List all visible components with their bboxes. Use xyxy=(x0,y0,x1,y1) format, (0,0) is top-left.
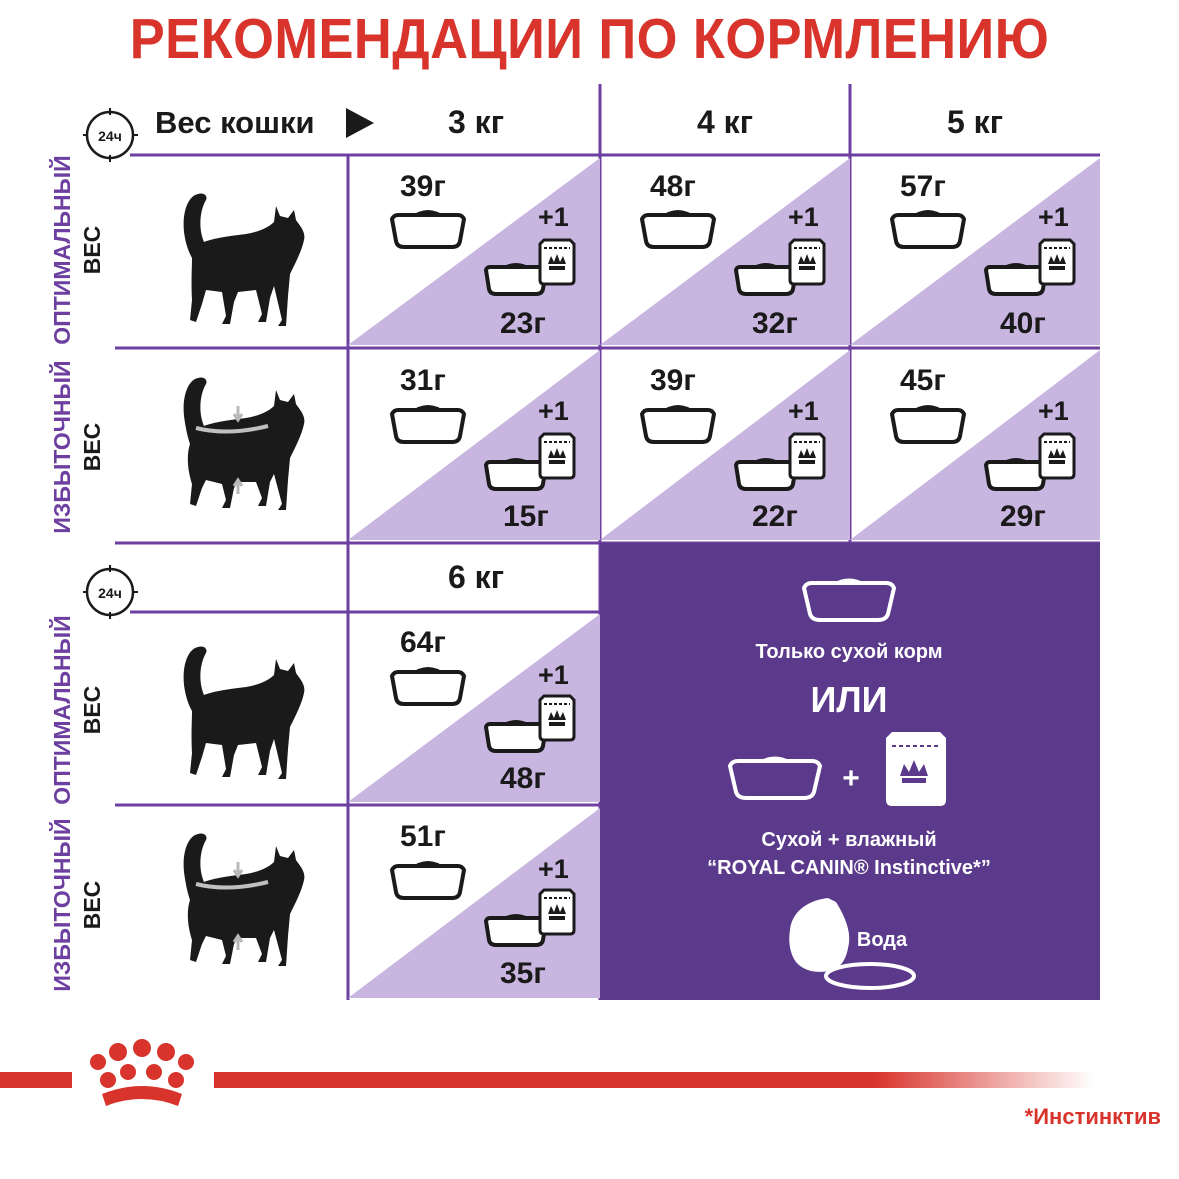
mixed-feeding-triangles xyxy=(348,158,1100,998)
cell-optimal-5kg: 57г +1 40г xyxy=(890,170,1076,340)
legend-pouch-icon xyxy=(886,732,946,806)
plus-one: +1 xyxy=(538,854,569,884)
svg-text:ИЗБЫТОЧНЫЙ: ИЗБЫТОЧНЫЙ xyxy=(48,818,75,991)
plus-one: +1 xyxy=(1038,396,1069,426)
dry-bowl-icon xyxy=(390,665,466,706)
plus-one: +1 xyxy=(538,660,569,690)
wet-pouch-icon xyxy=(1038,432,1076,480)
cell-optimal-3kg: 39г +1 23г xyxy=(390,170,576,340)
dry-bowl-icon xyxy=(390,859,466,900)
mixed-dry-amount: 32г xyxy=(752,307,798,340)
wet-pouch-icon xyxy=(1038,238,1076,286)
cat-optimal-icon xyxy=(183,646,305,779)
dry-bowl-icon xyxy=(390,403,466,444)
dry-bowl-small-icon xyxy=(484,912,548,947)
dry-bowl-icon xyxy=(890,208,966,249)
cell-excess-3kg: 31г +1 15г xyxy=(390,364,576,533)
plus-one: +1 xyxy=(538,396,569,426)
clock-label: 24ч xyxy=(98,128,122,144)
svg-text:ВЕС: ВЕС xyxy=(79,686,105,735)
dry-bowl-small-icon xyxy=(484,456,548,491)
dry-bowl-small-icon xyxy=(734,261,798,296)
mixed-dry-amount: 48г xyxy=(500,762,546,795)
weight-label: Вес кошки xyxy=(155,105,315,140)
water-bowl-icon xyxy=(789,898,916,990)
dry-only-amount: 57г xyxy=(900,170,946,203)
cell-excess-6kg: 51г +1 35г xyxy=(390,820,576,990)
row-label-optimal: ОПТИМАЛЬНЫЙ ВЕС xyxy=(48,615,105,804)
dry-bowl-icon xyxy=(890,403,966,444)
wet-pouch-icon xyxy=(788,238,826,286)
svg-text:ВЕС: ВЕС xyxy=(79,881,105,930)
dry-bowl-icon xyxy=(640,208,716,249)
legend-dry-only: Только сухой корм xyxy=(755,641,942,663)
dry-only-amount: 39г xyxy=(400,170,446,203)
mixed-dry-amount: 40г xyxy=(1000,307,1046,340)
clock-icon-bottom: 24ч xyxy=(83,565,138,619)
weight-header-4kg: 4 кг xyxy=(697,104,753,140)
legend-plus: + xyxy=(842,762,860,795)
wet-pouch-icon xyxy=(538,238,576,286)
dry-bowl-small-icon xyxy=(984,261,1048,296)
clock-icon-top: 24ч xyxy=(83,108,138,162)
page-title: РЕКОМЕНДАЦИИ ПО КОРМЛЕНИЮ xyxy=(129,7,1050,71)
dry-bowl-small-icon xyxy=(484,718,548,753)
legend-dry-bowl-icon xyxy=(801,578,897,622)
cell-optimal-4kg: 48г +1 32г xyxy=(640,170,826,340)
dry-bowl-icon xyxy=(390,208,466,249)
plus-one: +1 xyxy=(538,202,569,232)
row-label-optimal: ОПТИМАЛЬНЫЙ ВЕС xyxy=(48,155,105,344)
weight-header-3kg: 3 кг xyxy=(448,104,504,140)
dry-only-amount: 64г xyxy=(400,626,446,659)
svg-text:ОПТИМАЛЬНЫЙ: ОПТИМАЛЬНЫЙ xyxy=(48,615,75,804)
footnote: *Инстинктив xyxy=(1024,1104,1161,1129)
dry-only-amount: 48г xyxy=(650,170,696,203)
weight-header-5kg: 5 кг xyxy=(947,104,1003,140)
svg-text:ИЗБЫТОЧНЫЙ: ИЗБЫТОЧНЫЙ xyxy=(48,360,75,533)
footer-stripe xyxy=(0,1072,72,1088)
svg-text:ВЕС: ВЕС xyxy=(79,423,105,472)
mixed-dry-amount: 29г xyxy=(1000,500,1046,533)
weight-header-6kg: 6 кг xyxy=(448,559,504,595)
legend-mixed-line1: Сухой + влажный xyxy=(761,829,936,851)
dry-bowl-icon xyxy=(640,403,716,444)
clock-label: 24ч xyxy=(98,585,122,601)
dry-only-amount: 31г xyxy=(400,364,446,397)
legend-mixed-line2: “ROYAL CANIN® Instinctive*” xyxy=(707,857,991,879)
cat-overweight-icon xyxy=(181,831,307,968)
mixed-dry-amount: 22г xyxy=(752,500,798,533)
plus-one: +1 xyxy=(788,396,819,426)
royal-canin-crown-logo xyxy=(90,1039,194,1106)
mixed-dry-amount: 15г xyxy=(503,500,549,533)
arrow-right-icon xyxy=(346,108,374,138)
wet-pouch-icon xyxy=(538,694,576,742)
wet-pouch-icon xyxy=(538,432,576,480)
row-label-excess: ИЗБЫТОЧНЫЙ ВЕС xyxy=(48,818,105,991)
cat-optimal-icon xyxy=(183,193,305,326)
cell-optimal-6kg: 64г +1 48г xyxy=(390,626,576,795)
plus-one: +1 xyxy=(1038,202,1069,232)
wet-pouch-icon xyxy=(538,888,576,936)
plus-one: +1 xyxy=(788,202,819,232)
legend-mixed-bowl-icon xyxy=(727,756,823,800)
dry-bowl-small-icon xyxy=(484,261,548,296)
mixed-dry-amount: 23г xyxy=(500,307,546,340)
dry-only-amount: 39г xyxy=(650,364,696,397)
legend-water: Вода xyxy=(857,929,908,951)
wet-pouch-icon xyxy=(788,432,826,480)
mixed-dry-amount: 35г xyxy=(500,957,546,990)
cell-excess-4kg: 39г +1 22г xyxy=(640,364,826,533)
dry-only-amount: 51г xyxy=(400,820,446,853)
cell-excess-5kg: 45г +1 29г xyxy=(890,364,1076,533)
svg-text:ВЕС: ВЕС xyxy=(79,226,105,275)
dry-only-amount: 45г xyxy=(900,364,946,397)
row-label-excess: ИЗБЫТОЧНЫЙ ВЕС xyxy=(48,360,105,533)
legend-or: ИЛИ xyxy=(810,679,887,720)
footer-stripe xyxy=(214,1072,1094,1088)
cat-overweight-icon xyxy=(181,375,307,512)
dry-bowl-small-icon xyxy=(984,456,1048,491)
svg-text:ОПТИМАЛЬНЫЙ: ОПТИМАЛЬНЫЙ xyxy=(48,155,75,344)
dry-bowl-small-icon xyxy=(734,456,798,491)
